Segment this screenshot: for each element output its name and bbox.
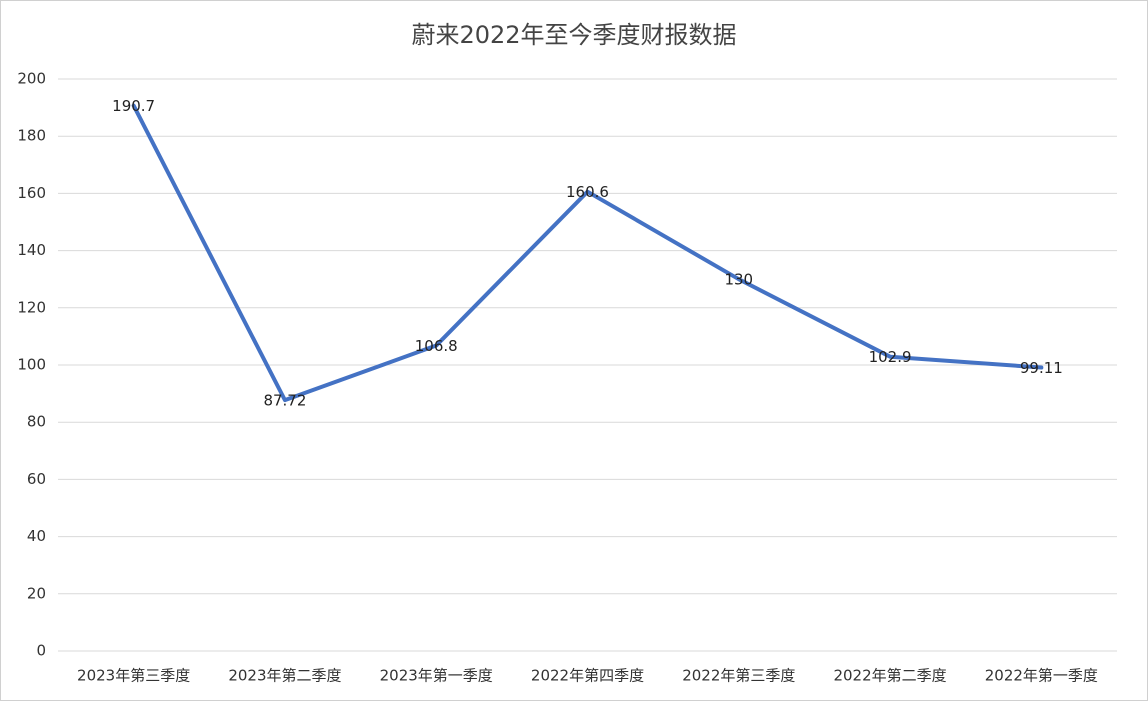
data-label: 99.11 (1020, 359, 1063, 377)
data-label: 160.6 (566, 183, 609, 201)
series-line (131, 103, 1044, 403)
x-tick-label: 2022年第二季度 (833, 667, 946, 685)
data-label: 102.9 (869, 348, 912, 366)
y-tick-label: 80 (27, 413, 46, 431)
x-tick-label: 2023年第一季度 (380, 667, 493, 685)
y-tick-label: 160 (17, 184, 46, 202)
chart-title: 蔚来2022年至今季度财报数据 (411, 21, 736, 49)
y-tick-label: 20 (27, 584, 46, 602)
x-tick-label: 2022年第一季度 (985, 667, 1098, 685)
x-tick-label: 2023年第二季度 (228, 667, 341, 685)
data-label: 106.8 (415, 337, 458, 355)
y-tick-label: 120 (17, 298, 46, 316)
y-tick-label: 40 (27, 527, 46, 545)
y-tick-label: 180 (17, 127, 46, 145)
x-tick-label: 2022年第三季度 (682, 667, 795, 685)
y-tick-label: 200 (17, 70, 46, 88)
data-label: 87.72 (263, 392, 306, 410)
x-tick-label: 2022年第四季度 (531, 667, 644, 685)
data-label: 130 (724, 271, 753, 289)
data-label: 190.7 (112, 97, 155, 115)
y-tick-label: 0 (36, 642, 46, 660)
y-tick-label: 60 (27, 470, 46, 488)
x-tick-label: 2023年第三季度 (77, 667, 190, 685)
y-tick-label: 140 (17, 241, 46, 259)
y-tick-label: 100 (17, 356, 46, 374)
